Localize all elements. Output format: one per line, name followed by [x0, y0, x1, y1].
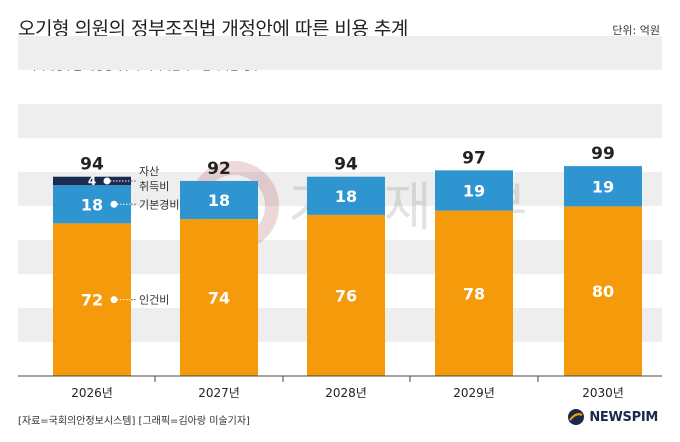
- chart-title: 오기형 의원의 정부조직법 개정안에 따른 비용 추계: [18, 18, 408, 40]
- total-label: 97: [462, 148, 486, 168]
- total-label: 94: [80, 155, 104, 175]
- data-label: 80: [592, 282, 614, 301]
- bar-segment: [307, 176, 385, 215]
- total-label: 92: [207, 159, 231, 179]
- data-label: 76: [335, 286, 357, 305]
- bar-segment: [435, 210, 513, 376]
- data-label: 18: [81, 195, 103, 214]
- background-band: [18, 36, 662, 70]
- bar-segment: [564, 166, 642, 207]
- category-label: 2026년: [71, 386, 113, 400]
- legend-label: 자산: [139, 165, 159, 178]
- unit-label: 단위: 억원: [612, 24, 660, 37]
- legend-label: 인건비: [139, 294, 169, 307]
- total-label: 94: [334, 155, 358, 175]
- newspim-logo: NEWSPIM: [567, 408, 658, 426]
- category-label: 2029년: [453, 386, 495, 400]
- bar-segment: [53, 176, 131, 186]
- data-label: 72: [81, 291, 103, 310]
- legend-dot: [110, 296, 118, 304]
- total-label: 99: [591, 144, 615, 164]
- category-label: 2027년: [198, 386, 240, 400]
- data-label: 19: [463, 182, 485, 201]
- legend-label: 취득비: [139, 180, 169, 193]
- data-label: 74: [208, 289, 230, 308]
- bar-segment: [180, 180, 258, 220]
- data-label: 18: [335, 187, 357, 206]
- background-band: [18, 104, 662, 138]
- category-label: 2030년: [582, 386, 624, 400]
- bar-segment: [564, 206, 642, 376]
- legend-dot: [110, 200, 118, 208]
- source-credit: [자료=국회의안정보시스템] [그래픽=김아랑 미술기자]: [18, 416, 250, 427]
- legend-dot: [103, 177, 111, 185]
- legend-label: 기본경비: [139, 198, 179, 211]
- bar-segment: [180, 219, 258, 376]
- bar-segment: [435, 170, 513, 211]
- newspim-logo-text: NEWSPIM: [589, 409, 658, 425]
- data-label: 18: [208, 191, 230, 210]
- category-label: 2028년: [325, 386, 367, 400]
- data-label: 4: [88, 174, 96, 188]
- bar-segment: [307, 214, 385, 376]
- data-label: 78: [463, 284, 485, 303]
- data-label: 19: [592, 177, 614, 196]
- newspim-logo-icon: [568, 409, 585, 425]
